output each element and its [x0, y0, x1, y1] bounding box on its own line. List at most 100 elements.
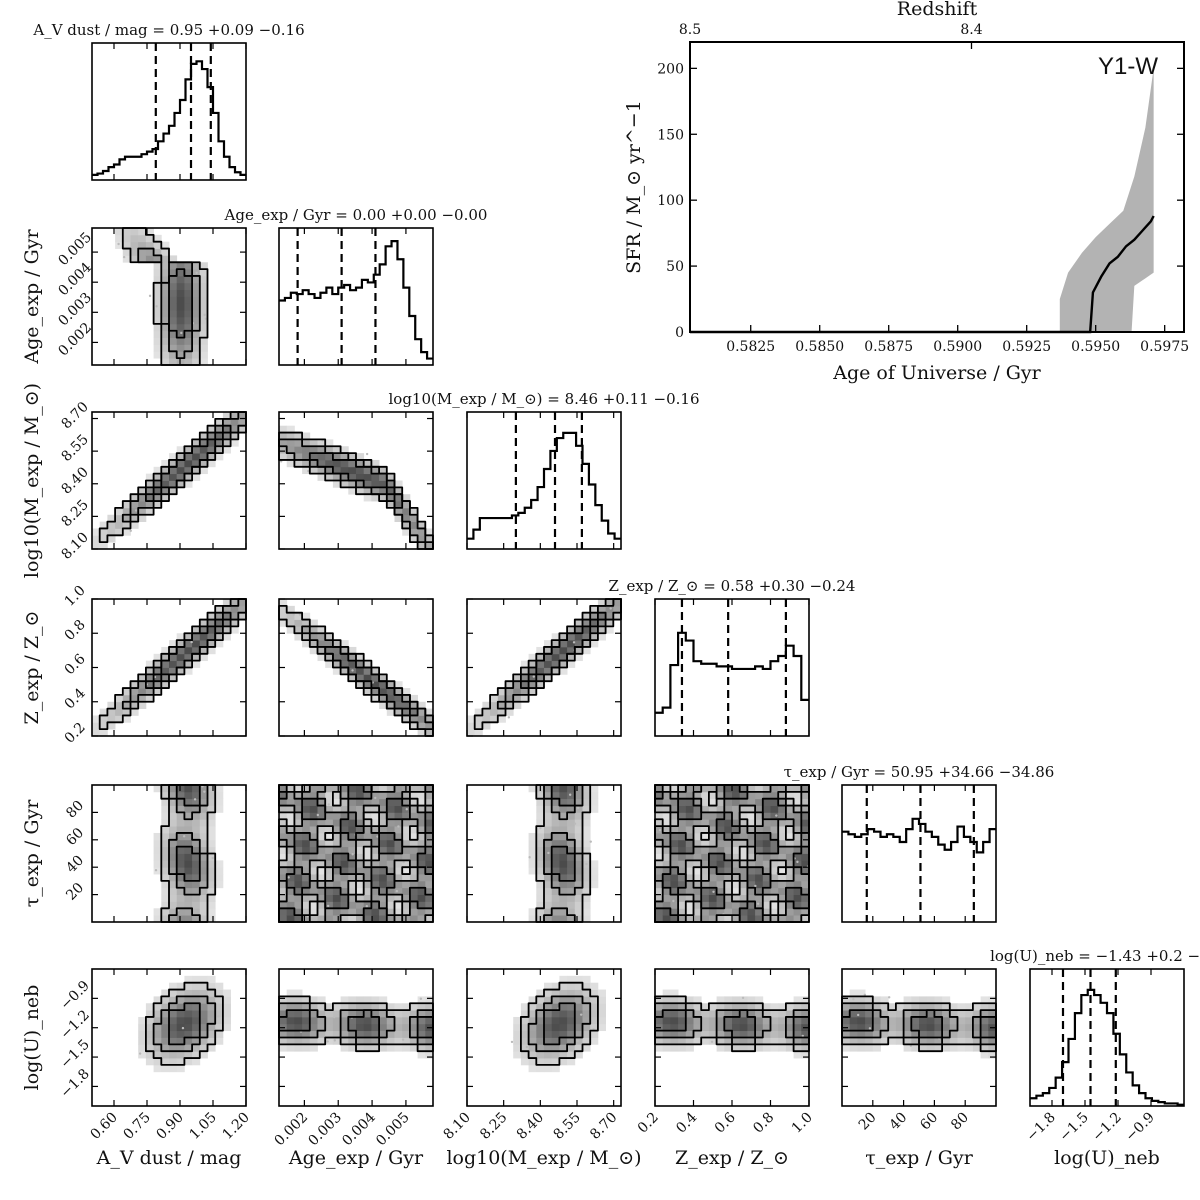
density-cell [363, 480, 372, 488]
density-cell [980, 1037, 989, 1045]
sample-point [217, 1015, 220, 1018]
density-cell [192, 646, 201, 655]
density-cell [778, 798, 787, 806]
density-cell [184, 1037, 193, 1045]
density-cell [371, 819, 380, 827]
density-cell [192, 880, 201, 889]
density-cell [371, 996, 380, 1004]
density-cell [176, 275, 185, 284]
density-cell [199, 282, 208, 291]
density-cell [425, 791, 434, 800]
density-cell [145, 667, 154, 675]
density-cell [988, 1016, 997, 1025]
density-cell [348, 785, 357, 793]
density-cell [536, 798, 545, 806]
sample-point [537, 684, 540, 688]
density-cell [402, 521, 411, 529]
density-cell [724, 853, 733, 861]
density-cell [363, 1044, 372, 1052]
density-cell [409, 715, 418, 723]
density-cell [176, 908, 185, 916]
density-cell [169, 982, 178, 990]
density-cell [942, 1010, 951, 1018]
density-cell [348, 798, 357, 806]
density-cell [192, 819, 201, 827]
density-cell [122, 715, 131, 723]
density-cell [199, 915, 208, 923]
density-panel-mass-logu [466, 968, 622, 1107]
density-cell [685, 996, 694, 1004]
density-cell [778, 785, 787, 793]
density-cell [536, 874, 545, 882]
density-cell [544, 894, 553, 902]
density-cell [559, 908, 568, 916]
density-cell [662, 1030, 671, 1038]
density-cell [536, 1037, 545, 1045]
density-cell [145, 501, 154, 509]
y-tick-label-logu: −1.8 [57, 1066, 92, 1101]
density-cell [309, 874, 318, 882]
density-cell [685, 908, 694, 916]
density-cell [161, 989, 170, 997]
density-cell [332, 1016, 341, 1025]
x-tick-label-age: 0.004 [339, 1109, 379, 1149]
density-cell [153, 1010, 162, 1018]
density-cell [222, 418, 231, 427]
density-cell [536, 1051, 545, 1059]
density-cell [138, 487, 147, 495]
density-cell [716, 812, 725, 820]
density-cell [207, 894, 216, 902]
density-cell [340, 1010, 349, 1018]
density-cell [474, 708, 483, 716]
density-cell [551, 826, 560, 834]
density-cell [115, 507, 124, 516]
density-cell [356, 819, 365, 827]
density-cell [655, 867, 664, 875]
density-cell [161, 303, 170, 311]
density-cell [678, 791, 687, 800]
density-cell [138, 1016, 147, 1025]
density-cell [724, 867, 733, 875]
density-cell [417, 832, 426, 841]
density-cell [402, 694, 411, 703]
density-cell [693, 846, 702, 854]
density-cell [778, 894, 787, 902]
density-cell [582, 832, 591, 841]
density-cell [371, 1030, 380, 1038]
density-cell [747, 839, 756, 848]
density-cell [286, 826, 295, 834]
density-cell [678, 1023, 687, 1032]
density-cell [425, 1037, 434, 1045]
density-cell [394, 874, 403, 882]
density-cell [739, 846, 748, 854]
density-cell [356, 1044, 365, 1052]
density-cell [145, 694, 154, 703]
density-cell [176, 826, 185, 834]
density-cell [903, 1016, 912, 1025]
density-cell [107, 722, 116, 730]
density-cell [724, 901, 733, 909]
density-cell [286, 860, 295, 868]
density-cell [294, 785, 303, 793]
density-cell [379, 494, 388, 502]
density-cell [309, 996, 318, 1004]
density-cell [895, 1003, 904, 1011]
density-cell [153, 667, 162, 675]
density-cell [911, 1023, 920, 1032]
density-cell [394, 791, 403, 800]
density-cell [559, 975, 568, 984]
density-cell [184, 887, 193, 895]
density-cell [161, 887, 170, 895]
density-cell [348, 459, 357, 468]
density-cell [716, 1044, 725, 1052]
density-cell [153, 853, 162, 861]
density-cell [528, 908, 537, 916]
density-cell [363, 867, 372, 875]
density-cell [942, 1044, 951, 1052]
density-cell [325, 887, 334, 895]
x-tick-label-z: 0.6 [712, 1109, 739, 1136]
density-cell [402, 832, 411, 841]
density-cell [551, 867, 560, 875]
density-cell [371, 1010, 380, 1018]
x-tick-label-av: 0.90 [153, 1110, 186, 1143]
